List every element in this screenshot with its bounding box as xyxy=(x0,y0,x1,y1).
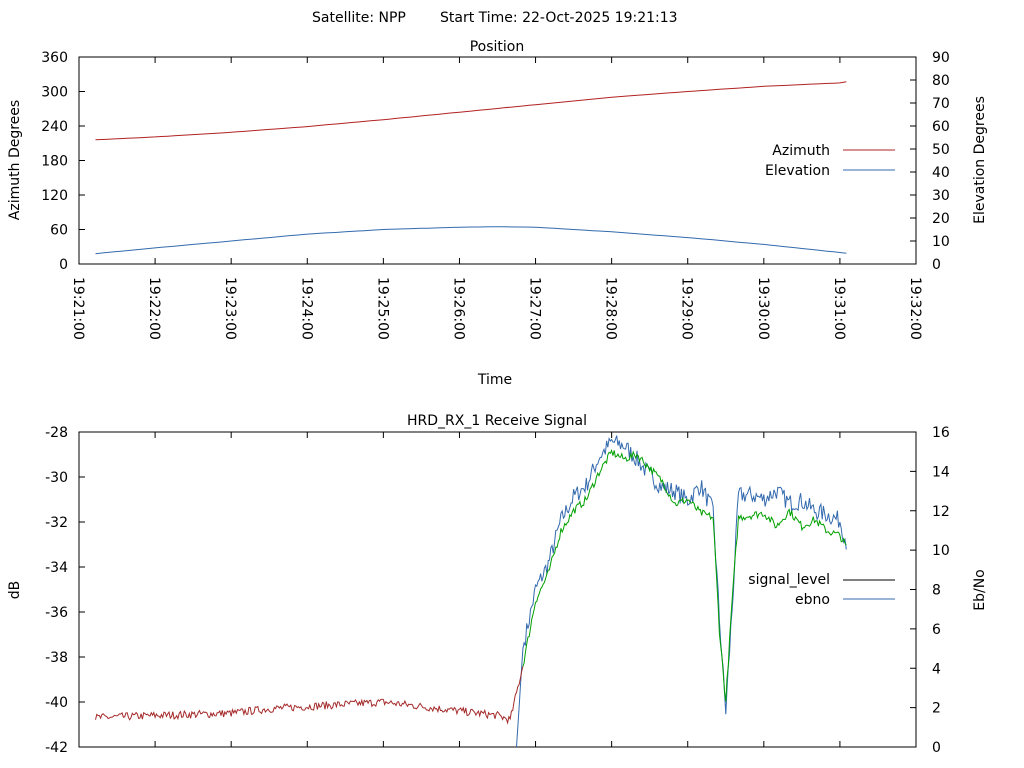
signal-y-tick-label: -32 xyxy=(45,515,68,531)
position-y2-tick-label: 30 xyxy=(932,188,950,204)
position-y-tick-label: 240 xyxy=(41,119,68,135)
signal-y-axis-label: dB xyxy=(7,581,23,600)
legend-label-signal-level: signal_level xyxy=(748,572,830,588)
position-y2-tick-label: 0 xyxy=(932,257,941,273)
position-y2-axis-label: Elevation Degrees xyxy=(972,96,988,224)
position-x-tick-label: 19:24:00 xyxy=(298,277,314,340)
position-y-tick-label: 300 xyxy=(41,85,68,101)
signal-y2-tick-label: 4 xyxy=(932,661,941,677)
position-x-tick-label: 19:30:00 xyxy=(755,277,771,340)
signal-y2-tick-label: 2 xyxy=(932,701,941,717)
signal-y-tick-label: -36 xyxy=(45,605,68,621)
position-x-tick-label: 19:21:00 xyxy=(70,277,86,340)
legend-label-ebno: ebno xyxy=(795,592,830,608)
signal-tick-group: -42 -40 -38 -36 -34 -32 -30 -28 0 2 4 6 8 10 12 14 16 xyxy=(45,425,950,756)
ebno-series-line xyxy=(516,435,847,748)
position-x-tick-label: 19:27:00 xyxy=(527,277,543,340)
signal-y2-tick-label: 0 xyxy=(932,740,941,756)
signal-y-tick-label: -42 xyxy=(45,740,68,756)
position-y2-tick-label: 70 xyxy=(932,96,950,112)
satellite-label: Satellite: NPP xyxy=(312,10,406,26)
signal-y2-axis-label: Eb/No xyxy=(972,569,988,611)
signal-y-tick-label: -38 xyxy=(45,650,68,666)
legend-label-azimuth: Azimuth xyxy=(772,143,830,159)
position-x-tick-label: 19:25:00 xyxy=(374,277,390,340)
signal-y2-tick-label: 8 xyxy=(932,583,941,599)
signal-level-line-high xyxy=(522,448,847,702)
position-x-tick-label: 19:29:00 xyxy=(679,277,695,340)
signal-chart-title: HRD_RX_1 Receive Signal xyxy=(407,413,587,429)
position-tick-group: 19:21:00 19:22:00 19:23:00 19:24:00 19:25:00… xyxy=(41,50,950,340)
signal-series-group xyxy=(95,435,847,748)
position-y2-tick-label: 10 xyxy=(932,234,950,250)
position-y-tick-label: 180 xyxy=(41,154,68,170)
position-y2-tick-label: 90 xyxy=(932,50,950,66)
position-y2-tick-label: 80 xyxy=(932,73,950,89)
position-y-tick-label: 360 xyxy=(41,50,68,66)
position-y-tick-label: 60 xyxy=(50,223,68,239)
position-series-line-0 xyxy=(95,81,847,141)
signal-legend: signal_level ebno xyxy=(748,572,895,608)
signal-y-tick-label: -34 xyxy=(45,560,68,576)
position-x-tick-label: 19:32:00 xyxy=(907,277,923,340)
position-x-tick-label: 19:26:00 xyxy=(450,277,466,340)
signal-chart: HRD_RX_1 Receive Signal -42-40-38-36-34-… xyxy=(7,413,988,756)
position-y2-tick-label: 20 xyxy=(932,211,950,227)
position-series-line-1 xyxy=(95,226,847,255)
position-x-tick-label: 19:22:00 xyxy=(146,277,162,340)
position-x-tick-label: 19:23:00 xyxy=(222,277,238,340)
signal-y-tick-label: -30 xyxy=(45,470,68,486)
position-x-tick-label: 19:31:00 xyxy=(831,277,847,340)
position-y-tick-label: 0 xyxy=(59,257,68,273)
position-legend: Azimuth Elevation xyxy=(765,143,895,179)
position-y-tick-label: 120 xyxy=(41,188,68,204)
position-chart: Position 19:21:00 19:22:00 19:23:00 19:24:0… xyxy=(7,39,988,388)
signal-y-tick-label: -28 xyxy=(45,425,68,441)
position-x-axis-label: Time xyxy=(477,372,512,388)
position-y2-tick-label: 60 xyxy=(932,119,950,135)
position-x-tick-label: 19:28:00 xyxy=(603,277,619,340)
signal-y2-tick-label: 12 xyxy=(932,504,950,520)
signal-y2-tick-label: 10 xyxy=(932,543,950,559)
signal-y2-tick-label: 16 xyxy=(932,425,950,441)
start-time-label: Start Time: 22-Oct-2025 19:21:13 xyxy=(440,10,678,26)
position-series-group xyxy=(95,81,847,255)
position-chart-title: Position xyxy=(470,39,525,55)
signal-y2-tick-label: 14 xyxy=(932,464,950,480)
signal-y2-tick-label: 6 xyxy=(932,622,941,638)
position-y-axis-label: Azimuth Degrees xyxy=(7,100,23,220)
position-y2-tick-label: 40 xyxy=(932,165,950,181)
position-y2-tick-label: 50 xyxy=(932,142,950,158)
legend-label-elevation: Elevation xyxy=(765,163,830,179)
signal-level-line-low xyxy=(95,666,524,725)
signal-y-tick-label: -40 xyxy=(45,695,68,711)
